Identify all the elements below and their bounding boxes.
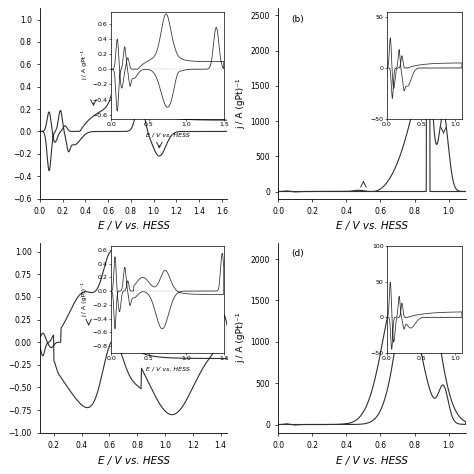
Y-axis label: j / A (gPt)⁻¹: j / A (gPt)⁻¹ [236, 78, 245, 129]
Text: (d): (d) [292, 249, 304, 258]
X-axis label: E / V vs. HESS: E / V vs. HESS [336, 221, 408, 231]
Text: (b): (b) [292, 15, 304, 24]
Y-axis label: j / A (gPt)⁻¹: j / A (gPt)⁻¹ [236, 312, 245, 363]
X-axis label: E / V vs. HESS: E / V vs. HESS [98, 456, 170, 465]
X-axis label: E / V vs. HESS: E / V vs. HESS [336, 456, 408, 465]
X-axis label: E / V vs. HESS: E / V vs. HESS [98, 221, 170, 231]
